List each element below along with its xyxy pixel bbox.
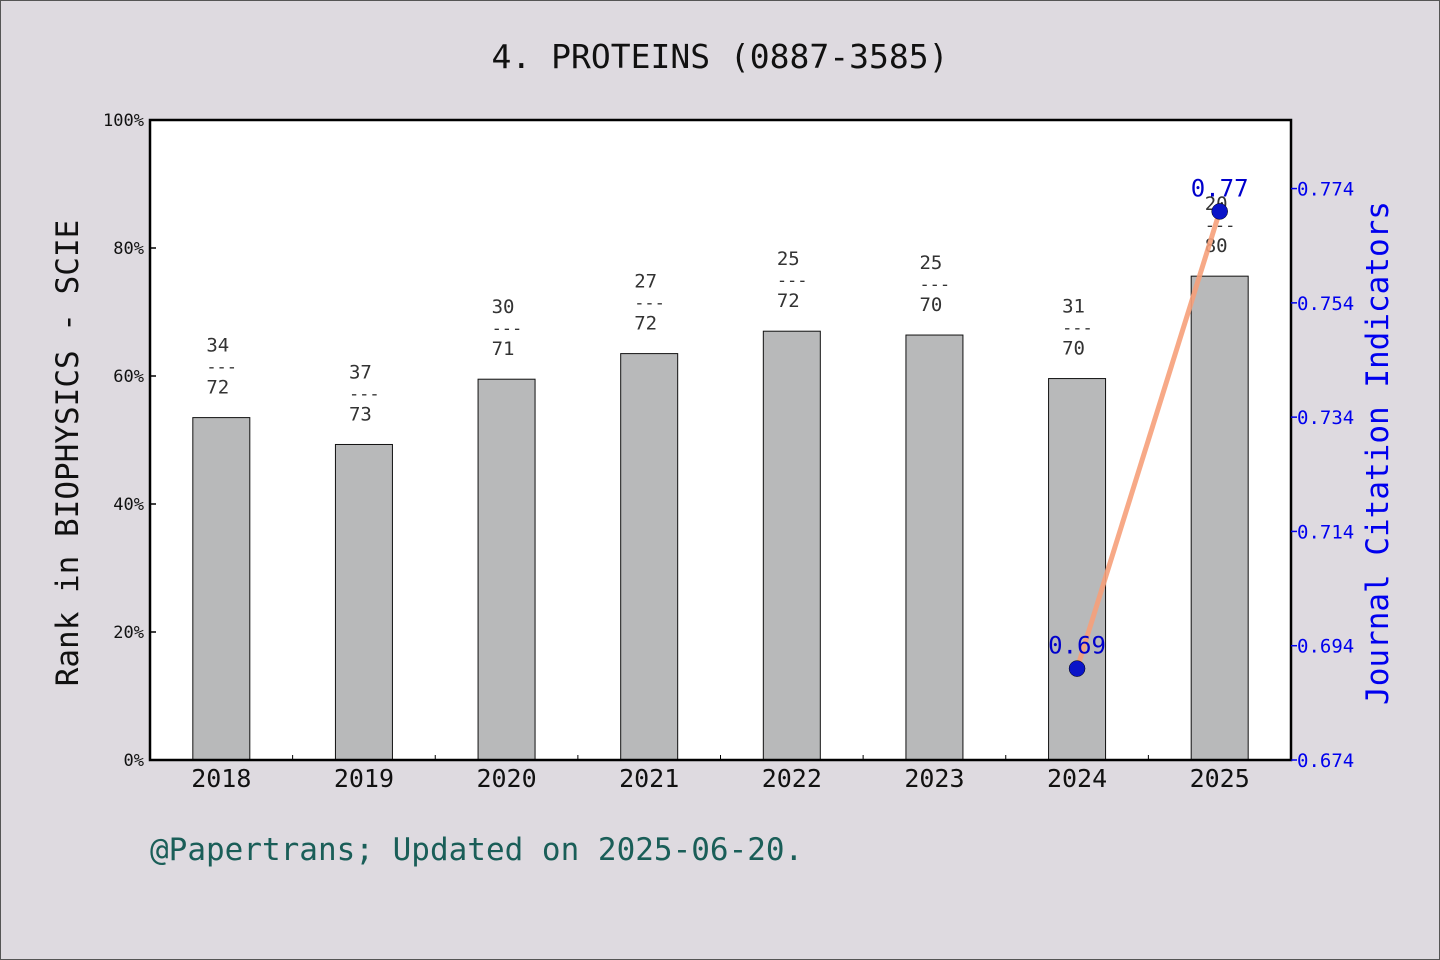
y-left-tick-label: 100% <box>103 111 144 131</box>
y-left-tick-label: 40% <box>113 495 144 515</box>
bar-2023 <box>905 334 964 761</box>
jci-point-2024 <box>1068 660 1086 677</box>
bar-separator-2023: --- <box>919 275 950 295</box>
x-tick-label-2020: 2020 <box>476 764 536 793</box>
y-left-tick-label: 60% <box>113 367 144 387</box>
bar-labels-layer: 34---7237---7330---7127---7225---7225---… <box>206 193 1235 425</box>
y-left-tick-label: 0% <box>124 751 144 771</box>
x-tick-label-2023: 2023 <box>904 764 964 793</box>
plot-background <box>150 120 1291 760</box>
bar-total-label-2019: 73 <box>349 403 372 425</box>
bar-rank-label-2018: 34 <box>206 335 229 357</box>
bar-rank-label-2022: 25 <box>777 248 800 270</box>
bar-separator-2022: --- <box>777 271 808 291</box>
jci-line <box>1074 210 1223 670</box>
jci-value-label-2025: 0.77 <box>1191 174 1249 202</box>
bar-total-label-2021: 72 <box>634 313 657 335</box>
y-right-tick-label: 0.754 <box>1297 293 1354 315</box>
bar-total-label-2022: 72 <box>777 290 800 312</box>
bar-separator-2024: --- <box>1062 319 1093 339</box>
bar-2018 <box>192 417 251 761</box>
bar-total-label-2018: 72 <box>206 377 229 399</box>
bar-2024 <box>1048 378 1107 761</box>
y-right-tick-label: 0.714 <box>1297 521 1354 543</box>
jci-point-2025 <box>1211 203 1228 220</box>
bar-total-label-2020: 71 <box>492 338 515 360</box>
jci-value-label-2024: 0.69 <box>1048 632 1106 660</box>
y-left-tick-label: 20% <box>113 623 144 643</box>
bar-total-label-2023: 70 <box>919 294 942 316</box>
bar-separator-2020: --- <box>492 319 523 339</box>
chart-title: 4. PROTEINS (0887-3585) <box>492 37 949 76</box>
x-tick-label-2024: 2024 <box>1047 764 1107 793</box>
bar-separator-2019: --- <box>349 384 380 404</box>
bar-rank-label-2019: 37 <box>349 361 372 383</box>
footer-credit: @Papertrans; Updated on 2025-06-20. <box>150 832 804 868</box>
bar-rank-label-2021: 27 <box>634 271 657 293</box>
bar-2022 <box>762 330 821 761</box>
y-right-tick-label: 0.734 <box>1297 407 1354 429</box>
x-tick-label-2018: 2018 <box>191 764 251 793</box>
bar-total-label-2024: 70 <box>1062 338 1085 360</box>
jci-line-layer: 0.69 0.77 <box>1048 174 1249 677</box>
y-right-tick-label: 0.774 <box>1297 179 1354 201</box>
x-tick-label-2019: 2019 <box>334 764 394 793</box>
plot-area <box>150 120 1291 760</box>
bar-2025 <box>1190 275 1249 761</box>
bar-separator-2021: --- <box>634 294 665 314</box>
bar-2020 <box>477 378 536 761</box>
bar-rank-label-2020: 30 <box>492 296 515 318</box>
y-left-tick-label: 80% <box>113 239 144 259</box>
bar-2021 <box>620 353 679 761</box>
x-tick-label-2025: 2025 <box>1190 764 1250 793</box>
y-axis-left-label: Rank in BIOPHYSICS - SCIE <box>50 220 86 687</box>
x-tick-label-2021: 2021 <box>619 764 679 793</box>
bar-rank-label-2023: 25 <box>919 252 942 274</box>
bar-2019 <box>334 443 393 761</box>
axes-layer: 0% 20% 40% 60% 80% 100% 0.674 0.694 0.714 0.734 0.… <box>103 111 1354 793</box>
y-right-tick-label: 0.694 <box>1297 636 1354 658</box>
y-right-tick-label: 0.674 <box>1297 750 1354 772</box>
bar-separator-2018: --- <box>206 358 237 378</box>
bar-rank-label-2024: 31 <box>1062 296 1085 318</box>
x-tick-label-2022: 2022 <box>762 764 822 793</box>
y-axis-right-label: Journal Citation Indicators <box>1360 201 1396 705</box>
